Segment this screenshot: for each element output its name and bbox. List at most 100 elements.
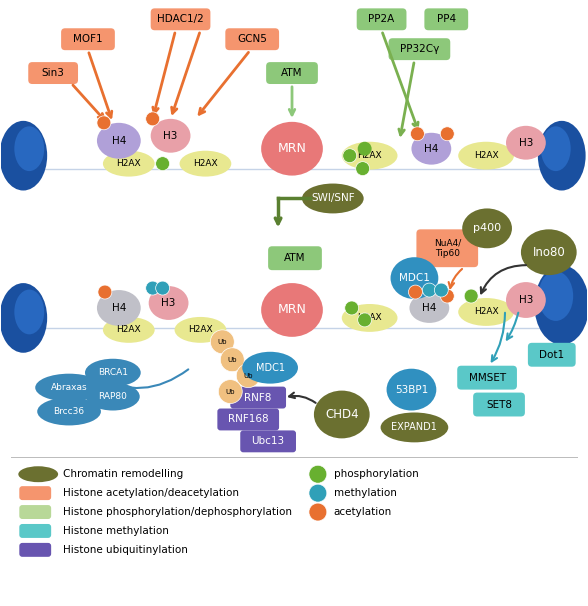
Text: H2AX: H2AX bbox=[358, 151, 382, 160]
Ellipse shape bbox=[175, 317, 226, 343]
Circle shape bbox=[156, 157, 169, 171]
Circle shape bbox=[218, 379, 242, 404]
Text: H2AX: H2AX bbox=[116, 325, 141, 335]
Text: Ub: Ub bbox=[226, 388, 235, 395]
Ellipse shape bbox=[412, 133, 451, 165]
Text: H4: H4 bbox=[422, 303, 436, 313]
FancyBboxPatch shape bbox=[28, 62, 78, 84]
Text: H2AX: H2AX bbox=[116, 159, 141, 168]
FancyBboxPatch shape bbox=[268, 246, 322, 270]
Circle shape bbox=[435, 283, 448, 297]
Text: BRCA1: BRCA1 bbox=[98, 368, 128, 377]
Circle shape bbox=[146, 281, 159, 295]
Circle shape bbox=[236, 364, 260, 388]
Text: CHD4: CHD4 bbox=[325, 408, 359, 421]
Text: Ub: Ub bbox=[243, 373, 253, 379]
Ellipse shape bbox=[35, 374, 103, 402]
FancyBboxPatch shape bbox=[266, 62, 318, 84]
Circle shape bbox=[409, 285, 422, 299]
Text: Sin3: Sin3 bbox=[42, 68, 65, 78]
Ellipse shape bbox=[358, 142, 372, 156]
Ellipse shape bbox=[97, 290, 141, 326]
Text: H3: H3 bbox=[163, 131, 178, 141]
Text: ATM: ATM bbox=[284, 253, 306, 263]
Text: H2AX: H2AX bbox=[188, 325, 213, 335]
Text: Brcc36: Brcc36 bbox=[54, 407, 85, 416]
Ellipse shape bbox=[179, 151, 231, 176]
Text: Chromatin remodelling: Chromatin remodelling bbox=[63, 469, 183, 479]
Text: H3: H3 bbox=[519, 138, 533, 148]
Text: 53BP1: 53BP1 bbox=[395, 385, 428, 395]
Ellipse shape bbox=[342, 142, 397, 170]
Ellipse shape bbox=[521, 229, 577, 275]
Text: H4: H4 bbox=[424, 144, 439, 154]
Ellipse shape bbox=[151, 119, 191, 153]
Text: Dot1: Dot1 bbox=[539, 350, 564, 360]
Circle shape bbox=[156, 281, 169, 295]
Text: MRN: MRN bbox=[278, 304, 306, 316]
Ellipse shape bbox=[261, 122, 323, 176]
Text: H4: H4 bbox=[112, 303, 126, 313]
Circle shape bbox=[464, 289, 478, 303]
Text: phosphorylation: phosphorylation bbox=[334, 469, 419, 479]
Circle shape bbox=[345, 301, 359, 315]
Ellipse shape bbox=[37, 398, 101, 425]
FancyBboxPatch shape bbox=[457, 365, 517, 390]
Circle shape bbox=[422, 283, 436, 297]
Ellipse shape bbox=[541, 126, 571, 171]
Text: Ub: Ub bbox=[228, 357, 237, 363]
Text: acetylation: acetylation bbox=[334, 507, 392, 517]
Text: H2AX: H2AX bbox=[474, 151, 499, 160]
Text: RNF168: RNF168 bbox=[228, 415, 269, 424]
Circle shape bbox=[309, 465, 327, 483]
Text: RNF8: RNF8 bbox=[245, 393, 272, 402]
Circle shape bbox=[220, 348, 244, 371]
Text: MMSET: MMSET bbox=[469, 373, 506, 382]
Ellipse shape bbox=[458, 142, 514, 170]
Text: Ino80: Ino80 bbox=[532, 246, 565, 259]
Text: SWI/SNF: SWI/SNF bbox=[311, 193, 355, 204]
Ellipse shape bbox=[0, 283, 47, 353]
Text: PP2A: PP2A bbox=[369, 15, 395, 24]
Text: Ub: Ub bbox=[218, 339, 227, 345]
Ellipse shape bbox=[390, 257, 438, 299]
Text: Histone acetylation/deacetylation: Histone acetylation/deacetylation bbox=[63, 488, 239, 498]
Ellipse shape bbox=[14, 290, 44, 335]
Ellipse shape bbox=[342, 304, 397, 332]
Text: GCN5: GCN5 bbox=[238, 34, 267, 44]
FancyBboxPatch shape bbox=[416, 229, 478, 267]
Ellipse shape bbox=[8, 145, 30, 180]
FancyBboxPatch shape bbox=[528, 343, 576, 367]
FancyBboxPatch shape bbox=[473, 393, 525, 416]
FancyBboxPatch shape bbox=[389, 38, 450, 60]
Text: p400: p400 bbox=[473, 224, 501, 233]
Text: MRN: MRN bbox=[278, 142, 306, 155]
Circle shape bbox=[211, 330, 234, 354]
FancyBboxPatch shape bbox=[218, 408, 279, 430]
Ellipse shape bbox=[380, 413, 448, 442]
Text: H3: H3 bbox=[519, 295, 533, 305]
FancyBboxPatch shape bbox=[357, 8, 406, 30]
Circle shape bbox=[440, 127, 455, 141]
FancyBboxPatch shape bbox=[240, 430, 296, 452]
Circle shape bbox=[309, 503, 327, 521]
Ellipse shape bbox=[538, 121, 586, 190]
Text: NuA4/
Tip60: NuA4/ Tip60 bbox=[433, 239, 461, 258]
Text: HDAC1/2: HDAC1/2 bbox=[157, 15, 204, 24]
FancyBboxPatch shape bbox=[19, 524, 51, 538]
FancyBboxPatch shape bbox=[230, 387, 286, 408]
Circle shape bbox=[146, 112, 159, 126]
FancyBboxPatch shape bbox=[19, 486, 51, 500]
Text: MDC1: MDC1 bbox=[399, 273, 430, 283]
Ellipse shape bbox=[506, 282, 546, 318]
Text: Histone ubiquitinylation: Histone ubiquitinylation bbox=[63, 545, 188, 555]
Ellipse shape bbox=[103, 151, 155, 176]
Text: H2AX: H2AX bbox=[474, 307, 499, 316]
Circle shape bbox=[98, 285, 112, 299]
Ellipse shape bbox=[97, 123, 141, 159]
Ellipse shape bbox=[149, 286, 189, 320]
FancyBboxPatch shape bbox=[225, 28, 279, 50]
Ellipse shape bbox=[534, 265, 588, 345]
Circle shape bbox=[309, 484, 327, 502]
FancyBboxPatch shape bbox=[151, 8, 211, 30]
